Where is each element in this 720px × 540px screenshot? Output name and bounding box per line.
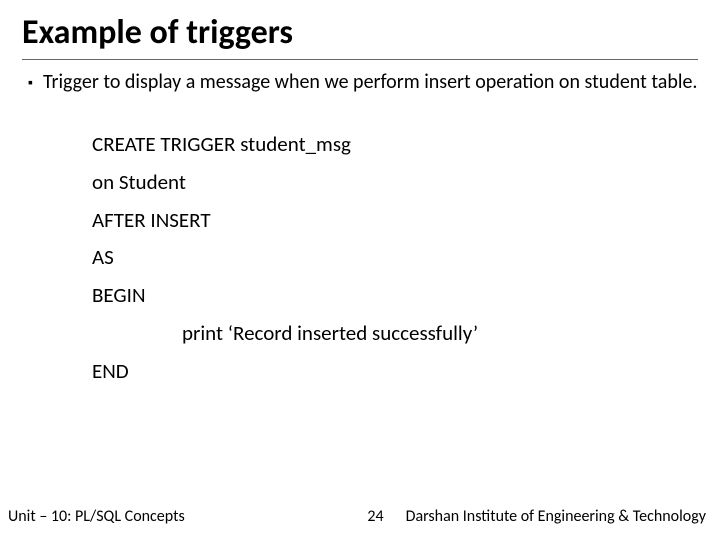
footer-page-number: 24 [367, 507, 383, 526]
code-line: AS [92, 239, 698, 277]
code-block: CREATE TRIGGER student_msg on Student AF… [22, 126, 698, 391]
footer-unit: Unit – 10: PL/SQL Concepts [8, 507, 185, 526]
footer-organization: Darshan Institute of Engineering & Techn… [406, 507, 706, 526]
code-line: on Student [92, 164, 698, 202]
bullet-item: ▪ Trigger to display a message when we p… [22, 70, 698, 96]
code-line: AFTER INSERT [92, 202, 698, 240]
slide: Example of triggers ▪ Trigger to display… [0, 0, 720, 540]
bullet-text: Trigger to display a message when we per… [43, 70, 698, 95]
slide-footer: Unit – 10: PL/SQL Concepts 24 Darshan In… [0, 507, 720, 526]
code-line: END [92, 353, 698, 391]
code-line: BEGIN [92, 277, 698, 315]
title-rule [22, 59, 698, 60]
slide-title: Example of triggers [22, 12, 698, 53]
code-line: print ‘Record inserted successfully’ [92, 315, 698, 353]
code-line: CREATE TRIGGER student_msg [92, 126, 698, 164]
bullet-marker-icon: ▪ [28, 70, 33, 96]
slide-body: ▪ Trigger to display a message when we p… [22, 70, 698, 391]
